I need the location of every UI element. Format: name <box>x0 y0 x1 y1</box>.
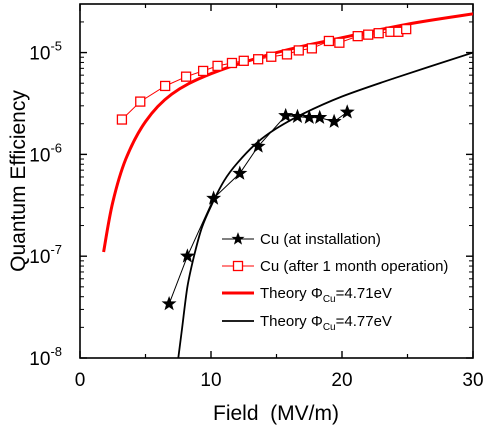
month-data-point <box>307 44 316 53</box>
month-data-point <box>402 25 411 34</box>
month-data-point <box>335 38 344 47</box>
month-data-point <box>199 66 208 75</box>
legend-label: Theory ΦCu=4.71eV <box>260 285 392 305</box>
month-connector-line <box>122 29 406 119</box>
plot-frame <box>80 4 473 358</box>
legend-label: Cu (at installation) <box>260 231 381 248</box>
month-data-point <box>161 81 170 90</box>
x-axis-title: Field (MV/m) <box>213 402 339 425</box>
month-data-point <box>213 61 222 70</box>
x-tick-label: 0 <box>75 370 86 391</box>
series-layer <box>104 14 473 358</box>
plot-frame-rect <box>80 4 473 358</box>
installation-data-point <box>328 115 341 128</box>
x-tick-label: 10 <box>200 370 221 391</box>
month-data-point <box>136 97 145 106</box>
y-tick-label: 10-7 <box>29 242 62 268</box>
month-data-point <box>353 32 362 41</box>
month-data-point <box>324 36 333 45</box>
y-tick-label: 10-5 <box>29 39 62 65</box>
month-data-point <box>117 115 126 124</box>
legend: Cu (at installation) Cu (after 1 month op… <box>222 231 448 333</box>
theory-477-curve <box>178 53 473 358</box>
x-tick-label: 20 <box>331 370 352 391</box>
month-data-point <box>267 52 276 61</box>
month-data-point <box>254 55 263 64</box>
legend-square-marker <box>234 262 243 271</box>
legend-star-marker <box>232 233 243 244</box>
y-tick-label: 10-8 <box>29 344 62 370</box>
x-tick-label: 30 <box>462 370 483 391</box>
installation-data-point <box>162 297 175 310</box>
y-axis-title: Quantum Efficiency <box>7 90 30 272</box>
month-data-point <box>239 56 248 65</box>
y-tick-label: 10-6 <box>29 140 62 166</box>
month-data-point <box>294 46 303 55</box>
installation-data-point <box>313 111 326 124</box>
month-data-point <box>374 29 383 38</box>
installation-data-point <box>291 110 304 123</box>
month-data-point <box>364 30 373 39</box>
legend-label: Cu (after 1 month operation) <box>260 258 448 275</box>
legend-label: Theory ΦCu=4.77eV <box>260 313 392 333</box>
month-data-point <box>182 72 191 81</box>
month-data-point <box>282 50 291 59</box>
installation-data-point <box>181 249 194 262</box>
month-data-point <box>227 58 236 67</box>
